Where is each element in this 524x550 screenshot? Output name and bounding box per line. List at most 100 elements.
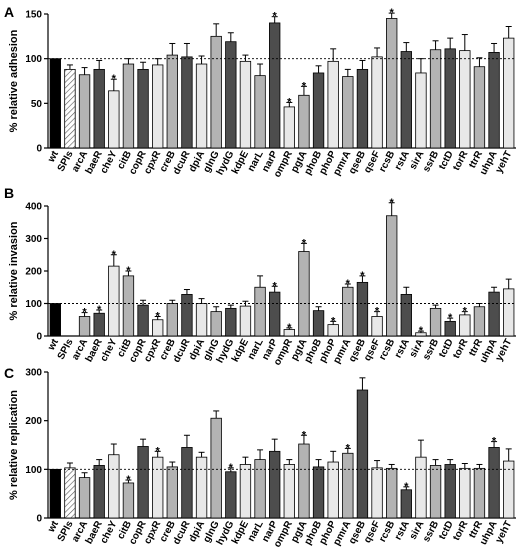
- bar-arcA: [78, 316, 91, 337]
- significance-star-pmrA: *: [346, 278, 351, 290]
- bar-torR: [459, 50, 471, 149]
- y-tick-label: 100: [25, 299, 42, 310]
- bar-rcsB: [386, 18, 398, 149]
- bar-narL: [254, 459, 266, 519]
- x-tick-label-rstA: rstA: [393, 519, 412, 542]
- y-tick-label: 0: [36, 144, 42, 155]
- bar-yehT: [503, 288, 515, 337]
- x-tick-label-torR: torR: [451, 337, 471, 361]
- y-axis-label: % relative invasion: [8, 221, 20, 320]
- bar-creB: [166, 54, 178, 149]
- significance-star-sirA: *: [419, 325, 424, 337]
- y-tick-label: 300: [25, 234, 42, 245]
- bar-cheY: [108, 454, 120, 519]
- bar-narP: [269, 22, 281, 149]
- bar-qseB: [356, 389, 369, 519]
- significance-star-cheY: *: [112, 249, 117, 261]
- bar-baeR: [93, 312, 105, 337]
- bar-tctD: [444, 48, 456, 149]
- panel-letter-b: B: [4, 185, 14, 201]
- bar-ssrB: [429, 465, 442, 519]
- significance-star-cheY: *: [112, 73, 117, 85]
- bar-narP: [269, 291, 281, 337]
- significance-star-ompR: *: [287, 322, 292, 334]
- bar-ompR: [283, 464, 295, 519]
- bar-rstA: [400, 489, 412, 519]
- bar-dcuR: [181, 293, 193, 337]
- bar-phoB: [312, 466, 325, 519]
- significance-star-hydG: *: [229, 462, 234, 474]
- bar-tctD: [444, 464, 456, 519]
- significance-star-phoP: *: [331, 315, 336, 327]
- bar-dpiA: [195, 63, 208, 149]
- significance-star-uhpA: *: [492, 436, 497, 448]
- bar-kdpE: [239, 305, 252, 337]
- y-tick-label: 150: [25, 10, 42, 21]
- bar-torR: [459, 314, 471, 337]
- x-tick-label-ssrB: ssrB: [421, 149, 441, 174]
- bar-hydG: [225, 307, 237, 337]
- bar-baeR: [93, 465, 105, 519]
- bar-cheY: [108, 265, 120, 337]
- x-tick-label-rstA: rstA: [393, 337, 412, 360]
- y-tick-label: 100: [25, 54, 42, 65]
- y-tick-label: 400: [25, 202, 42, 213]
- significance-star-cpxR: *: [156, 445, 161, 457]
- panel-letter-c: C: [4, 365, 14, 381]
- x-tick-label-rcsB: rcsB: [377, 337, 397, 362]
- x-tick-label-ssrB: ssrB: [421, 519, 441, 544]
- significance-star-narP: *: [273, 280, 278, 292]
- significance-star-cpxR: *: [156, 311, 161, 323]
- bar-pmrA: [342, 452, 354, 519]
- y-tick-label: 200: [25, 267, 42, 278]
- panel-letter-a: A: [4, 4, 14, 20]
- bar-qseB: [356, 281, 369, 337]
- significance-star-arcA: *: [82, 307, 87, 319]
- bar-dcuR: [181, 56, 193, 149]
- bar-copR: [137, 446, 149, 519]
- bar-torR: [459, 467, 471, 519]
- bar-uhpA: [488, 447, 500, 519]
- x-tick-label-rstA: rstA: [393, 149, 412, 172]
- bar-cheY: [108, 90, 120, 149]
- bar-pgtA: [298, 251, 310, 337]
- y-axis-label: % relative adhesion: [8, 29, 20, 132]
- bar-ttrR: [473, 467, 486, 519]
- significance-star-tctD: *: [448, 312, 453, 324]
- bar-dcuR: [181, 447, 193, 519]
- significance-star-baeR: *: [97, 304, 102, 316]
- bar-qseF: [371, 56, 383, 149]
- y-tick-label: 50: [31, 99, 43, 110]
- significance-star-rcsB: *: [390, 7, 395, 19]
- x-tick-label-torR: torR: [451, 149, 471, 173]
- significance-star-pgtA: *: [302, 237, 307, 249]
- y-axis-label: % relative replication: [8, 390, 20, 500]
- bar-glnG: [210, 417, 222, 519]
- bar-ssrB: [429, 49, 442, 149]
- bar-narL: [254, 286, 266, 337]
- bar-SPIs: [64, 68, 76, 149]
- y-tick-label: 300: [25, 368, 42, 379]
- significance-star-narP: *: [273, 11, 278, 23]
- bar-creB: [166, 466, 178, 519]
- x-tick-label-rcsB: rcsB: [377, 149, 397, 174]
- bar-rstA: [400, 293, 412, 337]
- significance-star-ompR: *: [287, 96, 292, 108]
- y-tick-label: 200: [25, 416, 42, 427]
- significance-star-citB: *: [126, 474, 131, 486]
- significance-star-torR: *: [463, 306, 468, 318]
- bar-hydG: [225, 471, 237, 519]
- bar-citB: [122, 482, 135, 519]
- significance-star-rcsB: *: [390, 197, 395, 209]
- significance-star-citB: *: [126, 265, 131, 277]
- significance-star-pgtA: *: [302, 80, 307, 92]
- bar-glnG: [210, 311, 222, 337]
- bar-qseF: [371, 316, 383, 337]
- bar-rstA: [400, 51, 412, 149]
- bar-pmrA: [342, 286, 354, 337]
- x-tick-label-ssrB: ssrB: [421, 337, 441, 362]
- bar-kdpE: [239, 464, 252, 519]
- bar-wt: [49, 58, 61, 149]
- x-tick-label-wt: wt: [46, 149, 62, 165]
